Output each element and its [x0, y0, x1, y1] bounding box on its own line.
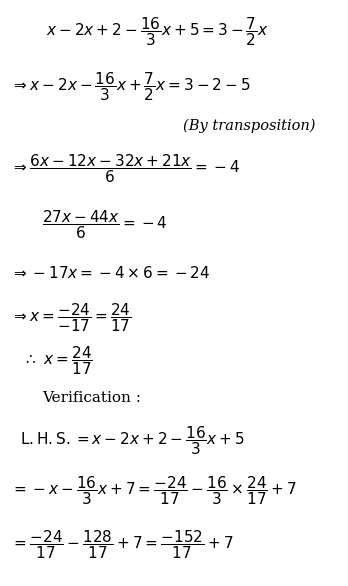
- Text: $x - 2x + 2 - \dfrac{16}{3}x + 5 = 3 - \dfrac{7}{2}x$: $x - 2x + 2 - \dfrac{16}{3}x + 5 = 3 - \…: [46, 15, 268, 48]
- Text: $\dfrac{27x - 44x}{6} = -4$: $\dfrac{27x - 44x}{6} = -4$: [42, 209, 168, 241]
- Text: $= -x - \dfrac{16}{3}x + 7 = \dfrac{-24}{17} - \dfrac{16}{3} \times \dfrac{24}{1: $= -x - \dfrac{16}{3}x + 7 = \dfrac{-24}…: [10, 474, 296, 507]
- Text: $\mathrm{L.H.S.} = x - 2x + 2 - \dfrac{16}{3}x + 5$: $\mathrm{L.H.S.} = x - 2x + 2 - \dfrac{1…: [20, 424, 245, 456]
- Text: $\Rightarrow x = \dfrac{-24}{-17} = \dfrac{24}{17}$: $\Rightarrow x = \dfrac{-24}{-17} = \dfr…: [10, 301, 131, 333]
- Text: $\Rightarrow -17x = -4 \times 6 = -24$: $\Rightarrow -17x = -4 \times 6 = -24$: [10, 265, 210, 281]
- Text: $= \dfrac{-24}{17} - \dfrac{128}{17} + 7 = \dfrac{-152}{17} + 7$: $= \dfrac{-24}{17} - \dfrac{128}{17} + 7…: [10, 528, 233, 561]
- Text: $\therefore\ x = \dfrac{24}{17}$: $\therefore\ x = \dfrac{24}{17}$: [23, 344, 93, 377]
- Text: $\Rightarrow \dfrac{6x - 12x - 32x + 21x}{6} = -4$: $\Rightarrow \dfrac{6x - 12x - 32x + 21x…: [10, 152, 239, 185]
- Text: Verification :: Verification :: [42, 391, 141, 405]
- Text: $\Rightarrow x - 2x - \dfrac{16}{3}x + \dfrac{7}{2}x = 3 - 2 - 5$: $\Rightarrow x - 2x - \dfrac{16}{3}x + \…: [10, 70, 250, 103]
- Text: (By transposition): (By transposition): [183, 118, 316, 132]
